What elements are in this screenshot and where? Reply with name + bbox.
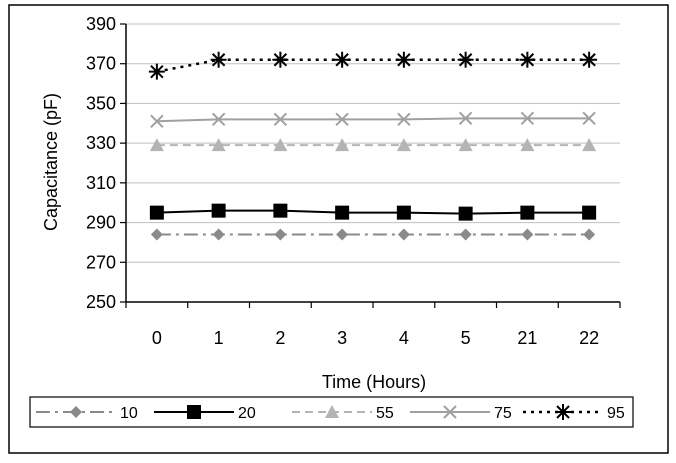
data-point: [334, 51, 351, 68]
legend-items: 10 20 55 75 95: [36, 404, 625, 422]
series-line: [156, 117, 590, 123]
data-point: [335, 205, 350, 220]
data-point: [520, 205, 535, 220]
legend-item-10: 10: [36, 405, 138, 422]
series-10: [150, 228, 596, 241]
data-point: [211, 112, 226, 127]
data-point: [210, 51, 227, 68]
data-point: [150, 228, 163, 241]
legend-item-55: 55: [292, 405, 394, 422]
y-tick-label: 270: [86, 252, 116, 272]
series-line: [156, 58, 590, 73]
x-tick-label: 21: [517, 328, 537, 348]
legend-label: 10: [120, 405, 138, 422]
grid-lines: [126, 23, 620, 263]
data-point: [458, 206, 473, 221]
legend-label: 75: [494, 405, 512, 422]
series-20: [149, 203, 597, 221]
x-tick-label: 0: [152, 328, 162, 348]
legend-label: 20: [238, 405, 256, 422]
data-point: [583, 228, 596, 241]
x-tick-label: 5: [461, 328, 471, 348]
data-point: [149, 138, 164, 152]
data-point: [396, 205, 411, 220]
series-95: [148, 51, 598, 80]
y-tick-label: 290: [86, 213, 116, 233]
data-point: [520, 138, 535, 152]
x-tick-label: 3: [337, 328, 347, 348]
legend-item-95: 95: [523, 404, 625, 422]
legend-label: 95: [607, 405, 625, 422]
data-point: [273, 138, 288, 152]
data-point: [397, 112, 411, 127]
data-point: [211, 138, 226, 152]
y-tick-label: 330: [86, 133, 116, 153]
data-point: [458, 111, 473, 126]
legend-marker: [555, 404, 571, 420]
legend-label: 55: [376, 405, 394, 422]
data-point: [273, 112, 288, 127]
y-axis-title: Capacitance (pF): [41, 93, 61, 231]
data-point: [148, 63, 165, 80]
x-tick-label: 2: [275, 328, 285, 348]
legend-marker: [325, 405, 339, 418]
data-point: [520, 111, 535, 126]
series-55: [149, 138, 597, 152]
data-point: [272, 51, 289, 68]
x-tick-label: 22: [579, 328, 599, 348]
data-point: [582, 111, 596, 126]
legend-marker: [187, 405, 201, 419]
data-point: [458, 138, 473, 152]
series-layer: [148, 51, 598, 241]
data-point: [211, 203, 226, 218]
data-point: [149, 205, 164, 220]
legend-marker: [443, 405, 457, 419]
y-tick-label: 370: [86, 54, 116, 74]
x-axis-title: Time (Hours): [322, 372, 426, 392]
axes: 250 270 290 310 330 350 370 390 0 1 2 3 4 5 21 22: [86, 14, 621, 348]
data-point: [582, 205, 597, 220]
legend-item-20: 20: [154, 405, 256, 422]
x-tick-label: 4: [399, 328, 409, 348]
legend: 10 20 55 75 95: [29, 396, 634, 428]
data-point: [582, 138, 597, 152]
data-point: [581, 51, 598, 68]
data-point: [397, 228, 410, 241]
legend-item-75: 75: [410, 405, 512, 422]
data-point: [396, 138, 411, 152]
y-tick-label: 390: [86, 14, 116, 34]
data-point: [459, 228, 472, 241]
series-line: [156, 209, 590, 215]
series-75: [150, 111, 596, 129]
data-point: [335, 138, 350, 152]
data-point: [457, 51, 474, 68]
chart-frame: [8, 4, 669, 454]
data-point: [212, 228, 225, 241]
data-point: [274, 228, 287, 241]
data-point: [273, 203, 288, 218]
data-point: [521, 228, 534, 241]
y-tick-label: 310: [86, 173, 116, 193]
data-point: [150, 114, 164, 129]
data-point: [519, 51, 536, 68]
y-tick-label: 350: [86, 93, 116, 113]
legend-marker: [70, 406, 82, 418]
data-point: [336, 228, 349, 241]
data-point: [335, 112, 349, 127]
data-point: [395, 51, 412, 68]
y-tick-label: 250: [86, 292, 116, 312]
x-tick-label: 1: [214, 328, 224, 348]
